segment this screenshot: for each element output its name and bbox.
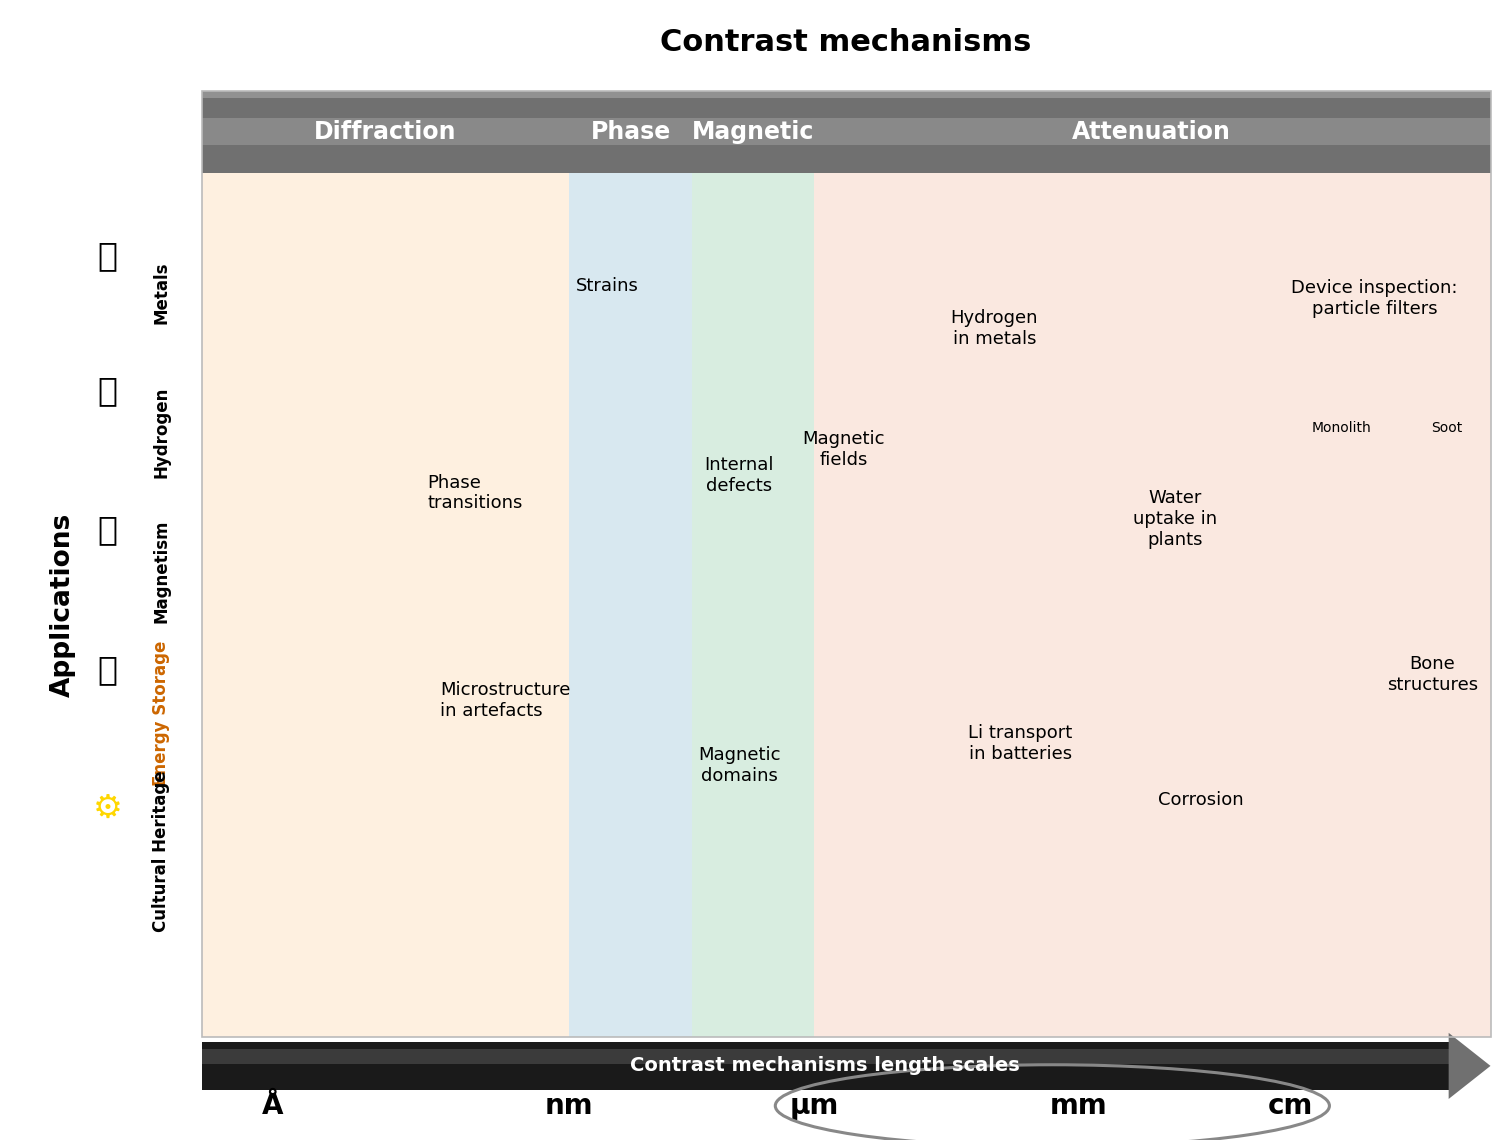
- Text: 💧: 💧: [97, 375, 118, 407]
- Text: Li transport
in batteries: Li transport in batteries: [969, 724, 1072, 763]
- Text: Device inspection:
particle filters: Device inspection: particle filters: [1292, 279, 1458, 318]
- Text: Hydrogen
in metals: Hydrogen in metals: [951, 309, 1038, 348]
- Text: Applications: Applications: [49, 513, 76, 698]
- Text: Hydrogen: Hydrogen: [152, 386, 170, 478]
- Text: Bone
structures: Bone structures: [1387, 656, 1479, 694]
- Text: Corrosion: Corrosion: [1157, 791, 1244, 808]
- Text: ⚙: ⚙: [93, 792, 123, 825]
- Text: nm: nm: [544, 1092, 594, 1119]
- Text: Internal
defects: Internal defects: [704, 456, 774, 495]
- Text: Strains: Strains: [577, 277, 640, 294]
- Bar: [202, 1042, 1449, 1090]
- Text: Microstructure
in artefacts: Microstructure in artefacts: [440, 681, 571, 719]
- Text: Attenuation: Attenuation: [1072, 120, 1230, 145]
- Text: Monolith: Monolith: [1311, 421, 1371, 435]
- Bar: [202, 91, 1491, 98]
- Text: Metals: Metals: [152, 261, 170, 324]
- Text: Soot: Soot: [1431, 421, 1462, 435]
- Text: Water
uptake in
plants: Water uptake in plants: [1133, 489, 1217, 548]
- Text: Phase
transitions: Phase transitions: [428, 473, 523, 512]
- Polygon shape: [1449, 1033, 1491, 1099]
- Text: cm: cm: [1268, 1092, 1314, 1119]
- Bar: [692, 173, 813, 1037]
- Text: Magnetic
domains: Magnetic domains: [698, 746, 780, 784]
- Text: Å: Å: [262, 1092, 284, 1119]
- Text: Magnetic
fields: Magnetic fields: [803, 431, 885, 470]
- Text: μm: μm: [789, 1092, 839, 1119]
- Bar: [813, 173, 1491, 1037]
- Bar: [202, 91, 1491, 173]
- Bar: [202, 119, 1491, 145]
- Bar: [570, 173, 692, 1037]
- Text: Diffraction: Diffraction: [314, 120, 456, 145]
- Bar: [202, 91, 1491, 1037]
- Text: Contrast mechanisms: Contrast mechanisms: [661, 27, 1032, 57]
- Text: mm: mm: [1049, 1092, 1106, 1119]
- Bar: [202, 173, 570, 1037]
- Text: Contrast mechanisms length scales: Contrast mechanisms length scales: [631, 1057, 1020, 1075]
- Text: Magnetism: Magnetism: [152, 519, 170, 622]
- Text: 🧲: 🧲: [97, 513, 118, 546]
- Text: Cultural Heritage: Cultural Heritage: [152, 771, 170, 933]
- Text: 🔨: 🔨: [97, 239, 118, 271]
- Text: Phase: Phase: [591, 120, 671, 145]
- Text: Magnetic: Magnetic: [692, 120, 815, 145]
- Text: 🔋: 🔋: [97, 653, 118, 686]
- Bar: [202, 1049, 1449, 1064]
- Text: Energy Storage: Energy Storage: [152, 641, 170, 787]
